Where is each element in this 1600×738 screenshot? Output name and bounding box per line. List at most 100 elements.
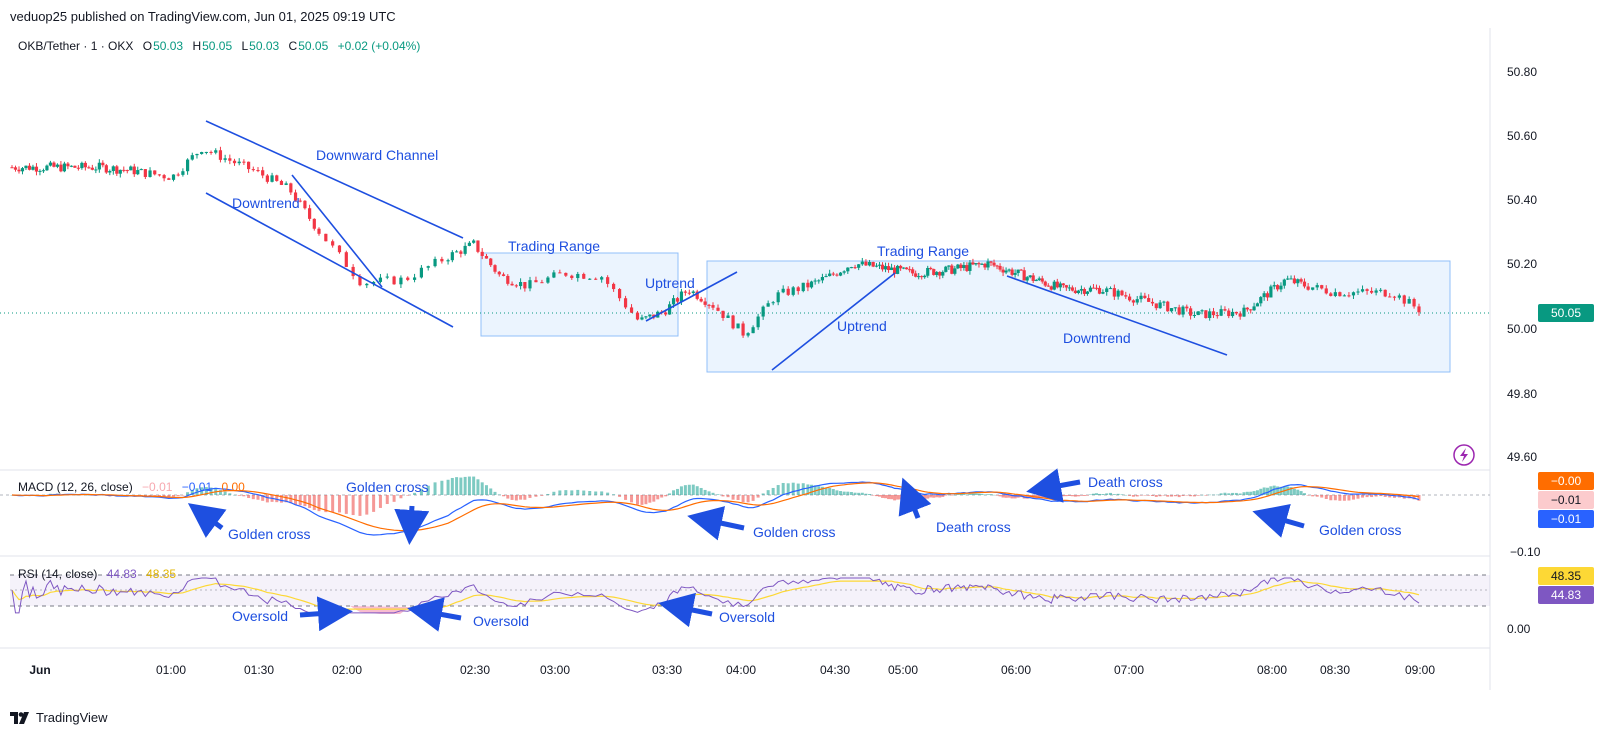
macd-hist-bar	[986, 494, 990, 495]
time-axis-tick: 08:00	[1257, 663, 1287, 677]
macd-signal-line[interactable]	[11, 482, 1420, 532]
time-axis-tick: 01:30	[244, 663, 274, 677]
annotation-oversold-3: Oversold	[719, 609, 775, 625]
macd-hist-bar	[761, 493, 765, 495]
candle-body	[176, 174, 180, 176]
macd-hist-bar	[835, 490, 839, 495]
candle-body	[419, 267, 423, 278]
candle-body	[801, 282, 805, 292]
macd-hist-bar	[1007, 495, 1011, 498]
candle-body	[860, 261, 864, 265]
close-value: 50.05	[298, 39, 329, 53]
macd-hist-bar	[1347, 495, 1351, 501]
uptrend-line-1[interactable]	[645, 271, 738, 322]
macd-hist-bar	[502, 495, 506, 497]
macd-hist-bar	[594, 491, 598, 495]
macd-hist-bar	[228, 493, 232, 495]
candle-body	[932, 269, 936, 275]
candle-body	[31, 166, 35, 170]
rsi-title[interactable]: RSI (14, close)	[18, 567, 98, 581]
macd-hist-bar	[337, 495, 341, 513]
main-legend[interactable]: OKB/Tether · 1 · OKX O50.03 H50.05 L50.0…	[18, 39, 420, 53]
candle-body	[923, 275, 927, 278]
macd-hist-bar	[162, 495, 166, 498]
time-axis-tick: 02:00	[332, 663, 362, 677]
candle-body	[190, 155, 194, 160]
candle-body	[237, 161, 241, 164]
macd-hist-bar	[1094, 493, 1098, 495]
macd-hist-bar	[1143, 495, 1147, 496]
channel-upper-line[interactable]	[205, 120, 464, 239]
downtrend-line-1[interactable]	[291, 174, 383, 288]
candle-body	[786, 288, 790, 295]
macd-hist-bar	[1292, 488, 1296, 495]
macd-hist-bar	[1073, 495, 1077, 497]
arrow-golden-cross-3	[687, 506, 745, 541]
candle-body	[73, 165, 77, 168]
candle-body	[947, 265, 951, 267]
candle-body	[385, 276, 389, 278]
macd-hist-bar	[1266, 487, 1270, 495]
symbol-label[interactable]: OKB/Tether · 1 · OKX	[18, 39, 134, 53]
tradingview-logo[interactable]: TradingView	[10, 710, 108, 725]
candle-body	[1097, 287, 1102, 294]
macd-hist-bar	[497, 494, 501, 495]
macd-legend[interactable]: MACD (12, 26, close) −0.01 −0.01 0.00	[18, 480, 245, 494]
macd-hist-bar	[1013, 495, 1017, 499]
macd-hist-bar	[679, 486, 683, 495]
candle-body	[24, 165, 28, 169]
candle-body	[1112, 288, 1116, 297]
candle-body	[351, 266, 355, 277]
trading-range-box-2[interactable]	[706, 260, 1451, 373]
macd-hist-bar	[582, 490, 586, 495]
candle-body	[1085, 291, 1090, 294]
candle-body	[223, 158, 227, 160]
candle-body	[695, 291, 699, 299]
macd-line-value: −0.01	[181, 480, 213, 494]
candle-body	[392, 276, 396, 285]
macd-hist-bar	[675, 488, 679, 495]
macd-hist-bar	[344, 495, 348, 514]
lightning-icon[interactable]	[1453, 444, 1475, 466]
macd-hist-bar	[1010, 495, 1014, 499]
macd-hist-bar	[157, 495, 161, 497]
annotation-uptrend-1: Uptrend	[645, 275, 695, 291]
rsi-legend[interactable]: RSI (14, close) 44.83 48.35	[18, 567, 176, 581]
candle-body	[707, 304, 711, 306]
annotation-downward-channel: Downward Channel	[316, 147, 438, 163]
candle-body	[667, 304, 672, 315]
macd-hist-bar	[275, 495, 279, 503]
candle-body	[1019, 269, 1023, 271]
candle-body	[17, 169, 21, 172]
macd-hist-bar	[998, 495, 1002, 497]
channel-lower-line[interactable]	[205, 192, 454, 328]
candle-body	[204, 151, 208, 153]
macd-hist-bar	[1342, 495, 1346, 501]
macd-hist-bar	[1338, 495, 1342, 501]
macd-title[interactable]: MACD (12, 26, close)	[18, 480, 133, 494]
candle-body	[1028, 275, 1032, 278]
candle-body	[1238, 313, 1242, 317]
candle-body	[412, 277, 417, 280]
candle-body	[1417, 306, 1421, 313]
downtrend-line-2[interactable]	[1006, 275, 1228, 356]
rsi-ma-line[interactable]	[11, 580, 1420, 610]
candle-body	[324, 233, 328, 242]
time-axis-tick: 04:00	[726, 663, 756, 677]
candle-body	[66, 163, 70, 167]
macd-hist-bar	[365, 495, 369, 515]
rsi-line[interactable]	[11, 577, 1420, 614]
macd-hist-bar	[824, 487, 828, 495]
trading-range-box-1[interactable]	[480, 252, 679, 337]
candle-body	[1189, 308, 1193, 316]
macd-hist-bar	[1139, 495, 1143, 496]
candle-body	[546, 277, 550, 283]
candle-body	[914, 273, 918, 277]
candle-body	[433, 258, 437, 267]
candle-body	[824, 276, 828, 278]
time-axis[interactable]: Jun 01:00 01:30 02:00 02:30 03:00 03:30 04:00 04…	[29, 663, 1435, 677]
candle-body	[1046, 285, 1050, 287]
uptrend-line-2[interactable]	[771, 272, 896, 371]
high-label: H	[192, 39, 202, 53]
